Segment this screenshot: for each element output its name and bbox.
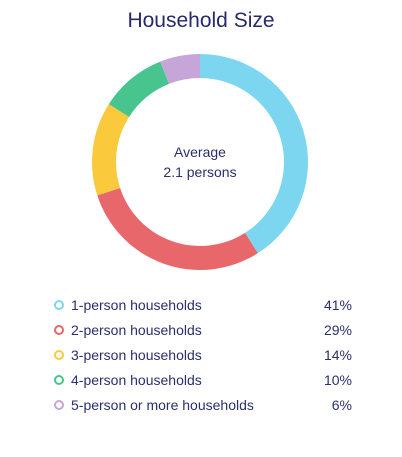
legend-dot-icon [54,299,64,310]
legend-dot-icon [54,349,64,360]
legend: 1-person households 41% 2-person househo… [54,292,352,417]
donut-svg [92,54,308,270]
legend-label: 5-person or more households [71,396,254,413]
legend-item: 1-person households 41% [54,292,352,317]
legend-label: 4-person households [71,371,202,388]
legend-value: 14% [323,346,352,363]
legend-label: 1-person households [71,296,202,313]
legend-label: 2-person households [71,321,202,338]
donut-chart: Average 2.1 persons [91,53,309,271]
legend-item: 4-person households 10% [54,367,352,392]
donut-slice-3 [92,104,130,196]
legend-dot-icon [54,374,64,385]
legend-item: 2-person households 29% [54,317,352,342]
legend-item: 5-person or more households 6% [54,392,352,417]
legend-value: 29% [323,321,352,338]
donut-slice-4 [108,61,170,117]
legend-dot-icon [54,324,64,335]
legend-value: 6% [331,396,352,413]
legend-dot-icon [54,399,64,410]
legend-item: 3-person households 14% [54,342,352,367]
legend-label: 3-person households [71,346,202,363]
chart-title: Household Size [127,9,275,32]
donut-slice-2 [97,187,258,270]
donut-slice-5 [160,54,200,84]
legend-value: 10% [323,371,352,388]
legend-value: 41% [323,296,352,313]
donut-slice-1 [200,54,308,254]
